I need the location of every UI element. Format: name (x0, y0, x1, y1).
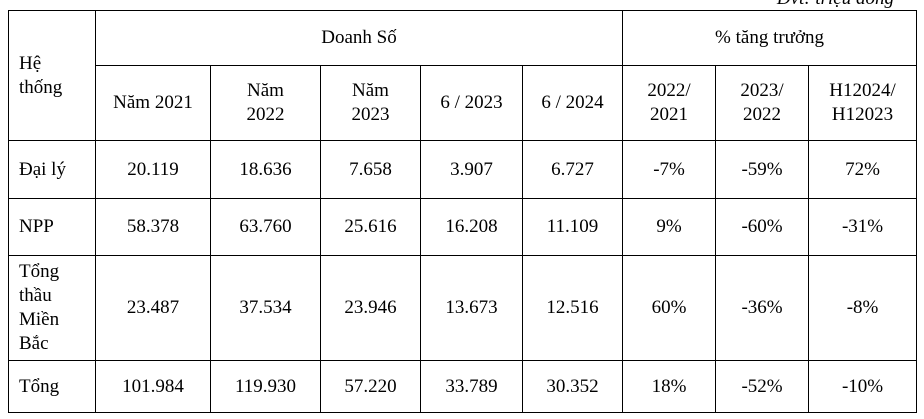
cell: -10% (808, 360, 918, 413)
cell: 7.658 (320, 140, 421, 199)
cell: 57.220 (320, 360, 421, 413)
header-cell: % tăng trưởng (622, 10, 918, 66)
cell: -59% (715, 140, 810, 199)
header-row: Hệ thống Doanh Số % tăng trưởng (8, 10, 918, 141)
cell: 37.534 (210, 255, 321, 361)
cell: 72% (808, 140, 918, 199)
cell: -31% (808, 198, 918, 256)
cell: 30.352 (521, 360, 624, 413)
cell: 23.487 (95, 255, 211, 361)
cell: 9% (622, 198, 717, 256)
header-cell: Hệ thống (8, 10, 96, 141)
unit-note: Đvt: triệu đồng (777, 0, 894, 10)
subheader-cell: H12024/ H12023 (808, 65, 918, 141)
cell: 101.984 (95, 360, 211, 413)
row-label: Tổng (8, 360, 96, 413)
row-label: Tổng thầu Miền Bắc (8, 255, 96, 361)
cell: 12.516 (521, 255, 624, 361)
cell: 16.208 (420, 198, 523, 256)
cell: 63.760 (210, 198, 321, 256)
cell: 23.946 (320, 255, 421, 361)
row-label: Đại lý (8, 140, 96, 199)
cell: 25.616 (320, 198, 421, 256)
data-row: NPP 58.378 63.760 25.616 16.208 11.109 9% -60% -… (8, 198, 918, 256)
subheader-cell: 6 / 2024 (521, 65, 624, 141)
data-row: Đại lý 20.119 18.636 7.658 3.907 6.727 -7% -59%… (8, 140, 918, 199)
data-row: Tổng thầu Miền Bắc 23.487 37.534 23.946 13.6… (8, 255, 918, 361)
cell: -36% (715, 255, 810, 361)
cell: 33.789 (420, 360, 523, 413)
subheader-cell: 6 / 2023 (420, 65, 523, 141)
cell: 3.907 (420, 140, 523, 199)
cell: 60% (622, 255, 717, 361)
row-label: NPP (8, 198, 96, 256)
data-table: Hệ thống Doanh Số % tăng trưởng Năm 2021… (8, 10, 918, 413)
cell: 6.727 (521, 140, 624, 199)
subheader-cell: 2023/ 2022 (715, 65, 810, 141)
table-body: Hệ thống Doanh Số % tăng trưởng Năm 2021… (8, 10, 918, 413)
cell: -7% (622, 140, 717, 199)
subheader-row: Năm 2021 Năm 2022 Năm 2023 6 / 2023 6 / 2024… (9, 65, 918, 141)
subheader-cell: Năm 2021 (95, 65, 211, 141)
cell: -60% (715, 198, 810, 256)
data-row: Tổng 101.984 119.930 57.220 33.789 30.352 18% -… (8, 360, 918, 413)
subheader-cell: 2022/ 2021 (622, 65, 717, 141)
header-cell: Doanh Số (94, 10, 624, 66)
cell: -8% (808, 255, 918, 361)
cell: 11.109 (521, 198, 624, 256)
cell: 18.636 (210, 140, 321, 199)
subheader-cell: Năm 2022 (210, 65, 321, 141)
cell: 18% (622, 360, 717, 413)
cell: 58.378 (95, 198, 211, 256)
cell: 119.930 (210, 360, 321, 413)
cell: 20.119 (95, 140, 211, 199)
cell: -52% (715, 360, 810, 413)
subheader-cell: Năm 2023 (320, 65, 421, 141)
cell: 13.673 (420, 255, 523, 361)
